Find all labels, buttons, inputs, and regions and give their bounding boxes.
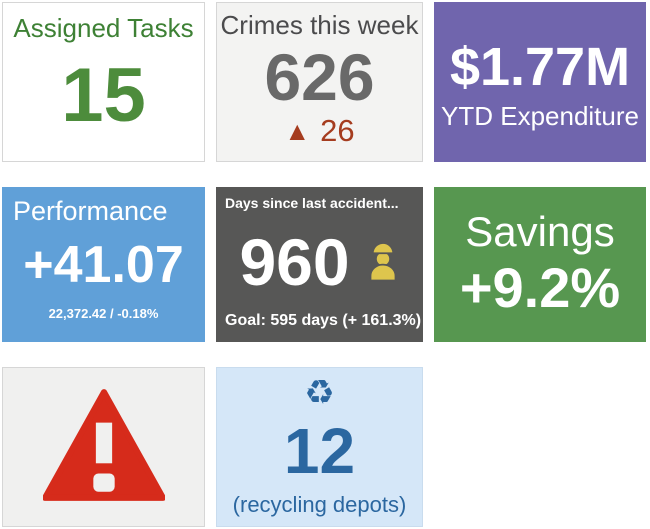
ytd-expenditure-tile[interactable]: $1.77M YTD Expenditure: [434, 2, 646, 162]
recycling-tile[interactable]: ♻ 12 (recycling depots): [216, 367, 423, 527]
crimes-week-title: Crimes this week: [220, 10, 419, 40]
ytd-expenditure-label: YTD Expenditure: [441, 101, 639, 132]
ytd-expenditure-value: $1.77M: [449, 36, 631, 97]
crimes-week-delta-value: 26: [320, 113, 355, 148]
worker-icon: [366, 236, 400, 288]
performance-tile[interactable]: Performance +41.07 22,372.42 / -0.18%: [2, 187, 205, 342]
days-since-accident-tile[interactable]: Days since last accident... 960 Goal: 59…: [216, 187, 423, 342]
days-since-accident-goal: Goal: 595 days (+ 161.3%): [225, 312, 422, 329]
performance-detail: 22,372.42 / -0.18%: [48, 306, 159, 321]
increase-arrow-icon: ▲: [284, 116, 311, 146]
recycle-icon: ♻: [304, 373, 335, 413]
alert-tile[interactable]: [2, 367, 205, 527]
crimes-week-value: 626: [264, 40, 375, 114]
assigned-tasks-tile[interactable]: Assigned Tasks 15: [2, 2, 205, 162]
days-since-accident-title: Days since last accident...: [225, 195, 399, 211]
crimes-week-delta: ▲ 26: [284, 113, 354, 149]
assigned-tasks-value: 15: [61, 52, 146, 138]
savings-value: +9.2%: [459, 256, 621, 320]
recycling-value: 12: [283, 415, 356, 487]
savings-title: Savings: [465, 208, 615, 256]
warning-triangle-icon: [41, 388, 166, 506]
performance-title: Performance: [13, 196, 168, 226]
crimes-week-tile[interactable]: Crimes this week 626 ▲ 26: [216, 2, 423, 162]
days-since-accident-value: 960: [239, 224, 350, 299]
performance-value: +41.07: [23, 236, 184, 294]
assigned-tasks-title: Assigned Tasks: [13, 13, 194, 43]
recycling-label: (recycling depots): [232, 492, 407, 517]
savings-tile[interactable]: Savings +9.2%: [434, 187, 646, 342]
